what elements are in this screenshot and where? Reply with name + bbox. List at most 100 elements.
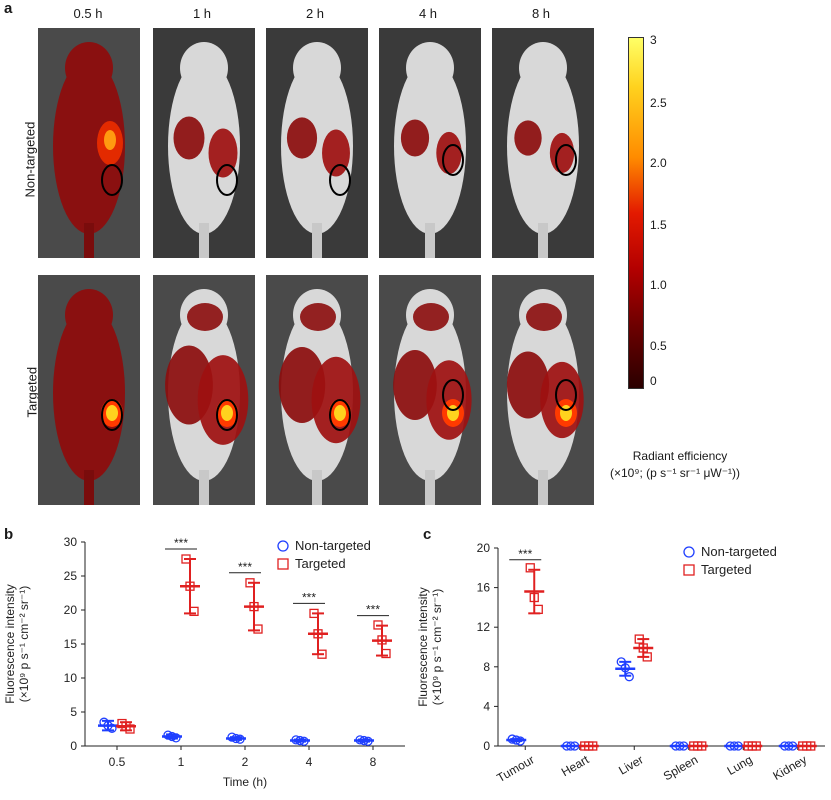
colorbar <box>628 37 644 389</box>
data-point <box>231 733 241 744</box>
mouse-image-r0-c2 <box>266 28 368 258</box>
colorbar-tick-label: 2.0 <box>650 156 667 170</box>
significance-label: *** <box>302 590 316 604</box>
colorbar-tick-label: 0 <box>650 374 657 388</box>
mouse-image-r0-c1 <box>153 28 255 258</box>
y-tick-label: 16 <box>477 581 491 595</box>
data-point <box>729 741 739 751</box>
time-label-0: 0.5 h <box>73 6 103 21</box>
data-point <box>638 643 648 653</box>
mouse-image-r0-c0 <box>38 28 140 258</box>
data-point <box>253 624 263 634</box>
colorbar-tick-label: 2.5 <box>650 96 667 110</box>
colorbar-title-line2: (×10⁹; (p s⁻¹ sr⁻¹ μW⁻¹)) <box>609 466 741 480</box>
y-axis-unit-label: (×10⁹ p s⁻¹ cm⁻² sr⁻¹) <box>17 586 31 702</box>
data-point <box>675 741 685 751</box>
data-point <box>121 721 131 731</box>
y-axis-label: Fluorescence intensity <box>3 584 17 703</box>
x-tick-label: Kidney <box>770 752 809 782</box>
x-tick-label: Spleen <box>661 752 700 783</box>
y-tick-label: 20 <box>64 603 78 617</box>
mouse-image-r1-c4 <box>492 275 594 505</box>
x-tick-label: Heart <box>559 752 592 779</box>
time-label-1: 1 h <box>192 6 212 21</box>
y-tick-label: 12 <box>477 620 491 634</box>
time-label-4: 8 h <box>531 6 551 21</box>
data-point <box>529 592 539 603</box>
mouse-image-r1-c1 <box>153 275 255 505</box>
colorbar-title-line1: Radiant efficiency <box>632 449 728 463</box>
data-point <box>163 730 173 740</box>
x-tick-label: 2 <box>242 755 249 769</box>
significance-label: *** <box>366 603 380 617</box>
data-point <box>167 731 177 742</box>
data-point <box>747 741 757 751</box>
data-point <box>249 601 259 612</box>
chart-b: 0 5 10 15 20 25 30 Fluorescence intensity (×10⁹ … <box>3 535 405 789</box>
legend-marker <box>277 540 289 552</box>
x-tick-label: 8 <box>370 755 377 769</box>
mouse-image-r1-c0 <box>38 275 140 505</box>
data-point <box>189 606 199 617</box>
data-point <box>313 629 323 639</box>
significance-label: *** <box>238 560 252 574</box>
y-tick-label: 0 <box>70 739 77 753</box>
colorbar-tick-label: 1.0 <box>650 278 667 292</box>
y-axis-label: Fluorescence intensity <box>416 587 430 706</box>
y-tick-label: 8 <box>483 660 490 674</box>
data-point <box>381 648 391 659</box>
mouse-image-r0-c3 <box>379 28 481 258</box>
y-tick-label: 5 <box>70 705 77 719</box>
data-point <box>802 741 812 751</box>
colorbar-tick-label: 0.5 <box>650 339 667 353</box>
legend-label: Non-targeted <box>295 538 371 553</box>
data-point <box>185 581 195 591</box>
data-point <box>299 736 309 746</box>
data-point <box>642 652 652 662</box>
x-tick-label: Liver <box>616 752 646 777</box>
row-label-non-targeted: Non-targeted <box>22 121 38 198</box>
data-point <box>171 733 181 743</box>
panel-c-letter: c <box>423 526 432 543</box>
data-point <box>235 734 245 744</box>
colorbar-tick-label: 1.5 <box>650 218 667 232</box>
data-point <box>363 736 373 746</box>
x-axis-label: Time (h) <box>223 775 267 789</box>
data-point <box>377 635 387 645</box>
x-tick-label: 0.5 <box>109 755 126 769</box>
data-point <box>359 735 369 746</box>
data-point <box>103 720 113 731</box>
x-tick-label: Tumour <box>494 752 536 785</box>
data-point <box>693 741 703 751</box>
y-axis-unit-label: (×10⁹ p s⁻¹ cm⁻² sr⁻¹) <box>430 589 444 705</box>
data-point <box>245 578 255 588</box>
data-point <box>634 634 644 644</box>
data-point <box>181 554 191 564</box>
data-point <box>533 604 543 615</box>
legend-marker <box>683 564 695 576</box>
x-tick-label: Lung <box>725 752 755 777</box>
significance-label: *** <box>518 547 532 561</box>
y-tick-label: 25 <box>64 569 78 583</box>
data-point <box>525 563 535 573</box>
chart-c: 0 4 8 12 16 20 Fluorescence intensity (×10⁹ p s… <box>416 541 825 785</box>
x-tick-label: 1 <box>178 755 185 769</box>
y-tick-label: 30 <box>64 535 78 549</box>
significance-label: *** <box>174 536 188 550</box>
panel-b-letter: b <box>4 526 14 543</box>
colorbar-title: Radiant efficiency (×10⁹; (p s⁻¹ sr⁻¹ μW… <box>590 449 770 480</box>
legend-marker <box>277 558 289 570</box>
mouse-image-r1-c3 <box>379 275 481 505</box>
time-label-2: 2 h <box>305 6 325 21</box>
y-tick-label: 4 <box>483 699 490 713</box>
data-point <box>309 608 319 619</box>
legend-label: Targeted <box>701 562 752 577</box>
legend-label: Targeted <box>295 556 346 571</box>
data-point <box>624 672 634 682</box>
y-tick-label: 20 <box>477 541 491 555</box>
data-point <box>317 649 327 659</box>
panel-a-letter: a <box>4 0 13 17</box>
colorbar-tick-label: 3 <box>650 33 657 47</box>
y-tick-label: 15 <box>64 637 78 651</box>
data-point <box>515 736 525 746</box>
